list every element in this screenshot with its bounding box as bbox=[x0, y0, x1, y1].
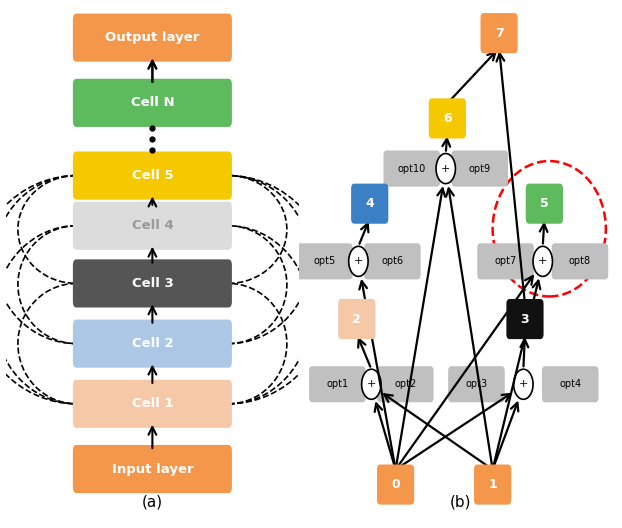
FancyBboxPatch shape bbox=[452, 150, 508, 186]
Text: Cell 1: Cell 1 bbox=[132, 397, 173, 410]
FancyBboxPatch shape bbox=[383, 150, 440, 186]
Text: opt2: opt2 bbox=[394, 379, 416, 389]
FancyBboxPatch shape bbox=[73, 79, 232, 127]
Circle shape bbox=[514, 369, 533, 399]
Text: opt4: opt4 bbox=[559, 379, 582, 389]
Text: opt3: opt3 bbox=[465, 379, 488, 389]
Text: opt7: opt7 bbox=[494, 257, 517, 266]
Circle shape bbox=[349, 246, 368, 277]
Text: 0: 0 bbox=[391, 478, 400, 491]
Text: opt10: opt10 bbox=[397, 164, 426, 174]
FancyBboxPatch shape bbox=[552, 243, 608, 279]
Circle shape bbox=[436, 154, 455, 184]
FancyBboxPatch shape bbox=[296, 243, 353, 279]
FancyBboxPatch shape bbox=[338, 299, 376, 339]
FancyBboxPatch shape bbox=[477, 243, 534, 279]
FancyBboxPatch shape bbox=[73, 380, 232, 428]
Text: +: + bbox=[366, 379, 376, 389]
Text: opt8: opt8 bbox=[569, 257, 591, 266]
FancyBboxPatch shape bbox=[526, 184, 563, 224]
FancyBboxPatch shape bbox=[377, 366, 434, 402]
Text: +: + bbox=[354, 257, 363, 266]
Text: (a): (a) bbox=[142, 495, 163, 510]
Text: Cell 2: Cell 2 bbox=[132, 337, 173, 350]
FancyBboxPatch shape bbox=[309, 366, 366, 402]
Text: Cell 4: Cell 4 bbox=[131, 219, 174, 232]
FancyBboxPatch shape bbox=[506, 299, 544, 339]
FancyBboxPatch shape bbox=[351, 184, 388, 224]
Text: opt1: opt1 bbox=[327, 379, 348, 389]
Text: (b): (b) bbox=[450, 495, 471, 510]
Text: Output layer: Output layer bbox=[105, 31, 200, 44]
FancyBboxPatch shape bbox=[73, 14, 232, 62]
FancyBboxPatch shape bbox=[429, 98, 466, 138]
Text: 7: 7 bbox=[494, 26, 503, 40]
FancyBboxPatch shape bbox=[73, 445, 232, 493]
Text: +: + bbox=[441, 164, 450, 174]
Text: +: + bbox=[538, 257, 547, 266]
Text: 3: 3 bbox=[521, 313, 529, 326]
Text: Cell N: Cell N bbox=[131, 96, 174, 109]
Text: Cell 3: Cell 3 bbox=[131, 277, 174, 290]
Text: 1: 1 bbox=[488, 478, 497, 491]
Text: Cell 5: Cell 5 bbox=[132, 169, 173, 182]
Text: opt6: opt6 bbox=[381, 257, 404, 266]
Text: 5: 5 bbox=[540, 197, 549, 210]
Text: 2: 2 bbox=[353, 313, 361, 326]
Text: Input layer: Input layer bbox=[111, 463, 193, 476]
FancyBboxPatch shape bbox=[364, 243, 420, 279]
FancyBboxPatch shape bbox=[542, 366, 598, 402]
Text: +: + bbox=[519, 379, 528, 389]
FancyBboxPatch shape bbox=[377, 465, 414, 505]
FancyBboxPatch shape bbox=[474, 465, 511, 505]
Text: opt5: opt5 bbox=[313, 257, 335, 266]
FancyBboxPatch shape bbox=[480, 13, 518, 53]
Text: 6: 6 bbox=[443, 112, 452, 125]
FancyBboxPatch shape bbox=[73, 202, 232, 250]
FancyBboxPatch shape bbox=[448, 366, 505, 402]
Text: 4: 4 bbox=[365, 197, 374, 210]
Text: opt9: opt9 bbox=[468, 164, 491, 174]
FancyBboxPatch shape bbox=[73, 259, 232, 307]
FancyBboxPatch shape bbox=[73, 152, 232, 200]
Circle shape bbox=[533, 246, 552, 277]
FancyBboxPatch shape bbox=[73, 319, 232, 367]
Circle shape bbox=[361, 369, 381, 399]
